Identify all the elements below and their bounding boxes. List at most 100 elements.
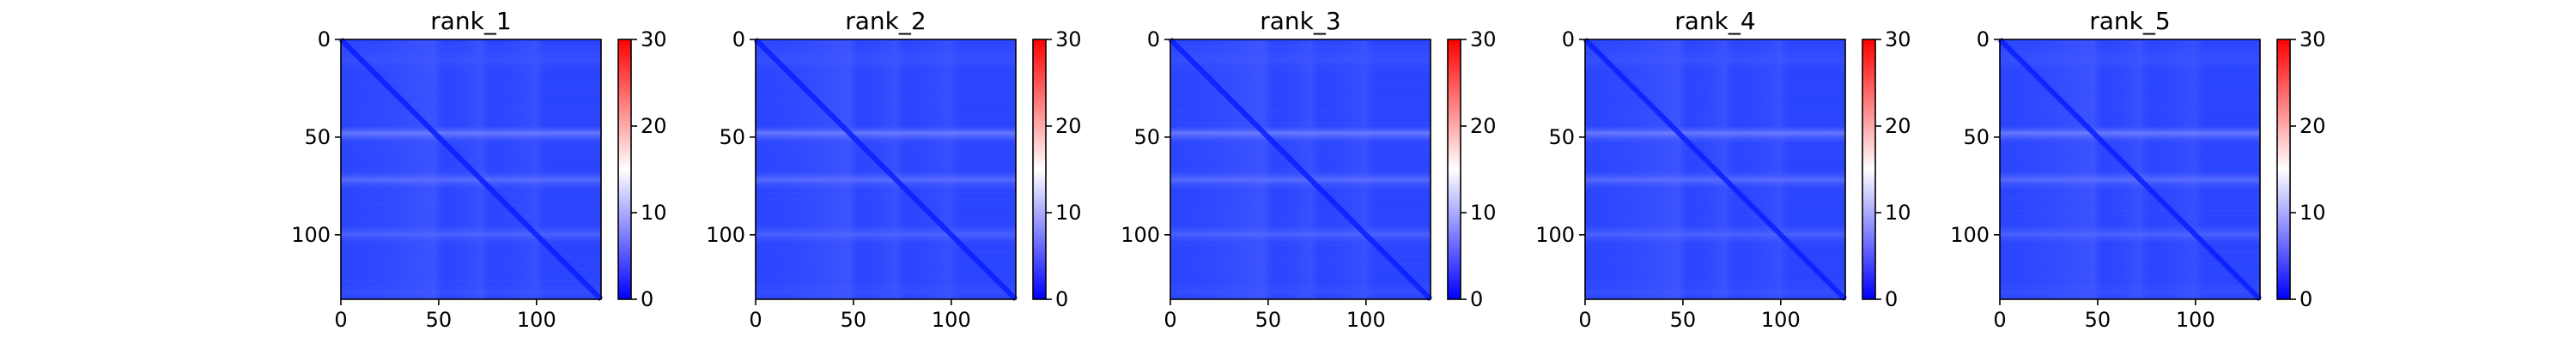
heatmap-diagonal [1168, 37, 1433, 302]
y-tick-label: 0 [1977, 27, 1990, 51]
heatmap-row-stripe [1585, 69, 1845, 71]
heatmap-row-stripe [341, 80, 601, 83]
heatmap-row-stripe [1170, 51, 1431, 54]
heatmap-row-stripe [1585, 57, 1845, 60]
heatmap-row-stripe [1585, 80, 1845, 83]
heatmap-row-stripe [2000, 174, 2260, 177]
heatmap-row-stripe [341, 203, 601, 207]
heatmap-row-stripe [1585, 98, 1845, 100]
y-tick-label: 0 [1147, 27, 1160, 51]
heatmap-row-stripe [1585, 63, 1845, 65]
panel-title: rank_3 [1260, 7, 1340, 35]
heatmap-row-stripe [756, 127, 1016, 130]
x-tick-label: 100 [932, 308, 971, 332]
heatmap-row-stripe [341, 280, 601, 282]
colorbar-tick-label: 10 [2300, 201, 2326, 225]
heatmap-row-stripe [2000, 150, 2260, 153]
heatmap-row-stripe [341, 274, 601, 276]
heatmap-row-stripe [1585, 244, 1845, 247]
heatmap-row-stripe [1585, 280, 1845, 282]
colorbar-gradient [1447, 39, 1461, 300]
colorbar: 0 10 20 30 [1447, 27, 1497, 311]
heatmap-panel-5: rank_5 0 50 100 0 50 100 0 10 20 30 [1950, 7, 2325, 332]
heatmap-row-stripe [341, 87, 601, 89]
heatmap-row-stripe [341, 98, 601, 100]
heatmap-row-stripe [2000, 215, 2260, 218]
colorbar-tick-label: 20 [1055, 114, 1082, 138]
heatmap-row-stripe [341, 286, 601, 288]
heatmap-row-stripe [2000, 209, 2260, 212]
colorbar: 0 10 20 30 [1862, 27, 1911, 311]
heatmap-row-stripe [756, 51, 1016, 54]
heatmap-diagonal [753, 37, 1018, 302]
heatmap-panel-3: rank_3 0 50 100 0 50 100 0 10 20 30 [1121, 7, 1496, 332]
heatmap-row-stripe [1585, 256, 1845, 259]
heatmap-row-stripe [1170, 69, 1431, 71]
heatmap-row-stripe [341, 115, 601, 118]
heatmap-row-stripe [1585, 268, 1845, 271]
heatmap-row-stripe [1170, 262, 1431, 265]
heatmap-row-stripe [756, 45, 1016, 48]
heatmap-row-stripe [1585, 122, 1845, 124]
heatmap-row-stripe [756, 244, 1016, 247]
x-tick-label: 0 [1578, 308, 1591, 332]
colorbar-tick-label: 20 [641, 114, 667, 138]
heatmap-row-stripe [1170, 128, 1431, 130]
heatmap-row-stripe [1170, 268, 1431, 271]
heatmap-row-stripe [1585, 215, 1845, 218]
heatmap-row-stripe [756, 215, 1016, 218]
heatmap-row-stripe [2000, 192, 2260, 195]
heatmap-cells [1583, 37, 1848, 302]
y-tick-label: 100 [291, 223, 331, 247]
heatmap-row-stripe [341, 121, 601, 124]
heatmap-row-stripe [756, 98, 1016, 101]
heatmap-row-stripe [1170, 151, 1431, 153]
heatmap-row-stripe [1585, 133, 1845, 136]
panel-title: rank_5 [2089, 7, 2170, 35]
heatmap-row-stripe [1170, 45, 1431, 48]
heatmap-row-stripe [1170, 185, 1431, 189]
heatmap-row-stripe [341, 250, 601, 253]
heatmap-row-stripe [756, 197, 1016, 201]
heatmap-row-stripe [1585, 274, 1845, 276]
heatmap-row-stripe [1585, 45, 1845, 48]
heatmap-row-stripe [341, 256, 601, 259]
heatmap-row-stripe [756, 180, 1016, 183]
heatmap-cells [1997, 37, 2263, 302]
heatmap-row-stripe [1170, 86, 1431, 89]
heatmap-row-stripe [341, 57, 601, 60]
heatmap-row-stripe [756, 238, 1016, 242]
heatmap-row-stripe [341, 174, 601, 177]
heatmap-row-stripe [1170, 209, 1431, 212]
heatmap-row-stripe [1170, 238, 1431, 241]
heatmap-row-stripe [1170, 133, 1431, 136]
heatmap-row-stripe [1585, 209, 1845, 212]
heatmap-row-stripe [2000, 51, 2260, 54]
axes-frame [340, 39, 602, 300]
heatmap-cells [753, 37, 1018, 302]
colorbar-tick-label: 10 [641, 201, 667, 225]
heatmap-row-stripe [341, 163, 601, 165]
heatmap-row-stripe [2000, 115, 2260, 118]
heatmap-row-stripe [341, 156, 601, 159]
heatmap-row-stripe [756, 69, 1016, 71]
heatmap-row-stripe [2000, 233, 2260, 236]
heatmap-row-stripe [2000, 238, 2260, 242]
heatmap-row-stripe [756, 92, 1016, 95]
heatmap-row-stripe [2000, 162, 2260, 165]
heatmap-row-stripe [1170, 232, 1431, 236]
colorbar: 0 10 20 30 [617, 27, 667, 311]
heatmap-row-stripe [341, 69, 601, 71]
heatmap-row-stripe [756, 185, 1016, 189]
x-tick-label: 50 [2085, 308, 2111, 332]
heatmap-row-stripe [341, 180, 601, 183]
heatmap-row-stripe [1170, 104, 1431, 106]
heatmap-row-stripe [2000, 133, 2260, 135]
colorbar-tick-label: 10 [1055, 201, 1082, 225]
heatmap-row-stripe [756, 63, 1016, 66]
heatmap-row-stripe [1585, 198, 1845, 201]
colorbar-gradient [1862, 39, 1876, 300]
y-tick-label: 0 [732, 27, 745, 51]
colorbar-tick-label: 0 [2300, 287, 2312, 311]
heatmap-row-stripe [1170, 145, 1431, 147]
